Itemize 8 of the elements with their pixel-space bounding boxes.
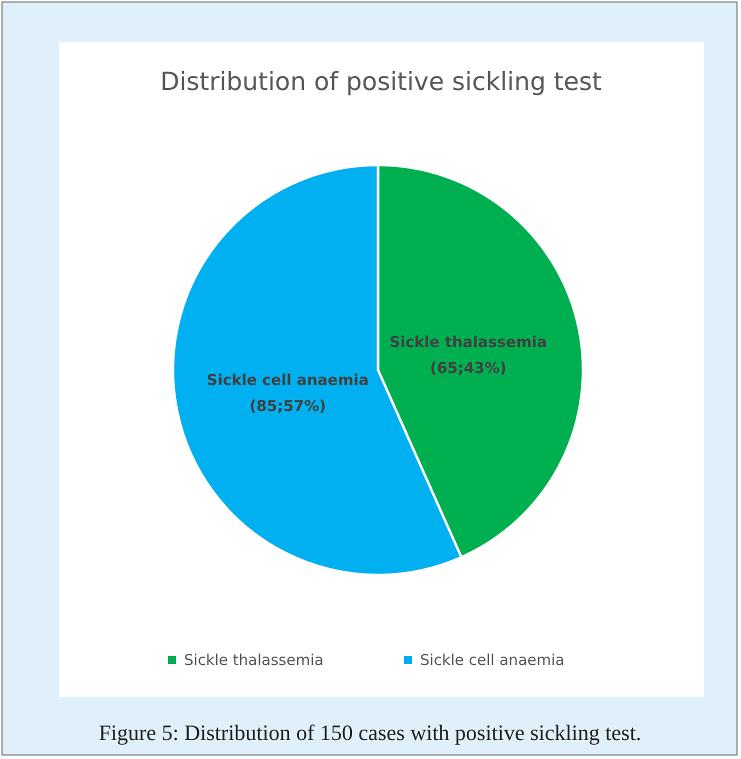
data-label: (65;43%) [430, 358, 506, 377]
caption: Figure 5: Distribution of 150 cases with positive sickling test. [98, 720, 642, 745]
slice-label: Sickle cell anaemia [206, 371, 369, 390]
slice-label: Sickle thalassemia [389, 332, 547, 351]
legend-label: Sickle thalassemia [184, 651, 324, 669]
chart-title: Distribution of positive sickling test [160, 67, 602, 96]
legend-label: Sickle cell anaemia [420, 651, 564, 669]
data-label: (85;57%) [250, 397, 326, 416]
